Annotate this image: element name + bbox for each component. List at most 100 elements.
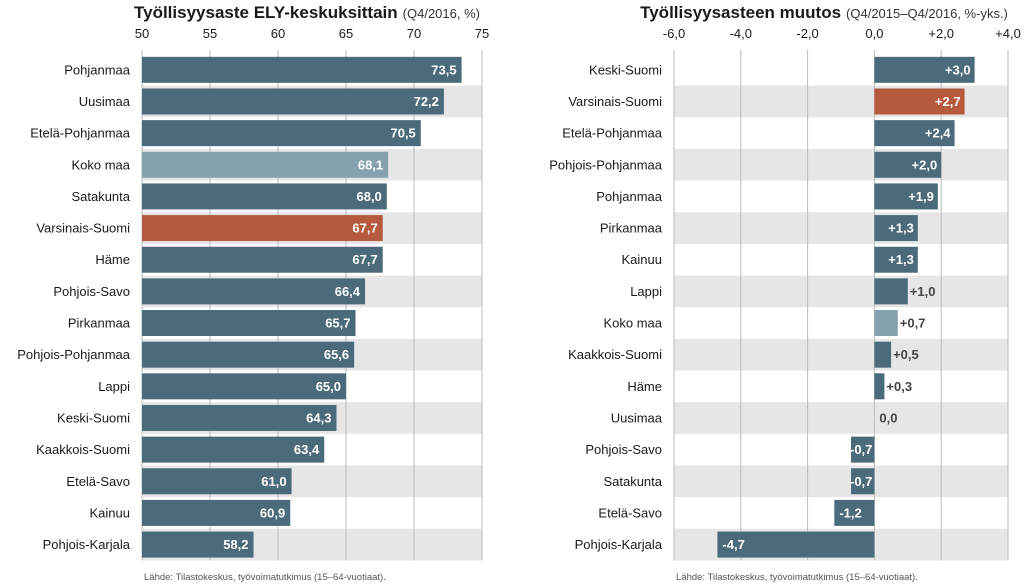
bar xyxy=(851,436,875,463)
category-label: Uusimaa xyxy=(79,94,131,109)
value-label: +0,7 xyxy=(900,316,926,331)
bar xyxy=(717,531,875,558)
value-label: 61,0 xyxy=(261,474,286,489)
category-label: Kainuu xyxy=(622,252,662,267)
bar xyxy=(142,88,444,115)
x-tick-label: +4,0 xyxy=(995,26,1021,41)
value-label: +1,3 xyxy=(888,252,914,267)
category-label: Häme xyxy=(95,252,130,267)
x-tick-label: 55 xyxy=(203,26,217,41)
row-stripe xyxy=(674,212,1008,244)
value-label: 66,4 xyxy=(335,284,361,299)
value-label: 68,0 xyxy=(356,189,381,204)
bar xyxy=(142,404,337,431)
x-tick-label: 60 xyxy=(271,26,285,41)
category-label: Koko maa xyxy=(71,157,130,172)
x-tick-label: +2,0 xyxy=(928,26,954,41)
bar xyxy=(874,373,885,400)
value-label: +0,5 xyxy=(893,347,919,362)
category-label: Kaakkois-Suomi xyxy=(568,347,662,362)
category-label: Pohjanmaa xyxy=(64,62,131,77)
source-note: Lähde: Tilastokeskus, työvoimatutkimus (… xyxy=(144,572,386,583)
value-label: +1,3 xyxy=(888,221,914,236)
category-label: Etelä-Pohjanmaa xyxy=(562,126,662,141)
category-label: Koko maa xyxy=(603,316,662,331)
value-label: 70,5 xyxy=(390,126,415,141)
category-label: Keski-Suomi xyxy=(57,410,130,425)
chart-title-main: Työllisyysasteen muutos xyxy=(640,3,841,22)
value-label: +0,3 xyxy=(886,379,912,394)
value-label: -4,7 xyxy=(722,537,744,552)
value-label: 64,3 xyxy=(306,410,331,425)
bar xyxy=(142,278,366,305)
category-label: Satakunta xyxy=(603,474,662,489)
category-label: Satakunta xyxy=(71,189,130,204)
category-label: Lappi xyxy=(630,284,662,299)
bar xyxy=(142,120,421,147)
bar xyxy=(142,56,462,83)
x-tick-label: 0,0 xyxy=(865,26,883,41)
bar xyxy=(874,215,918,242)
bar xyxy=(142,531,254,558)
bar xyxy=(874,341,892,368)
chart-subtitle: (Q4/2016, %) xyxy=(403,6,480,21)
category-label: Pohjois-Savo xyxy=(53,284,130,299)
chart-title: Työllisyysaste ELY-keskuksittain (Q4/2016… xyxy=(134,3,480,22)
value-label: +3,0 xyxy=(945,62,971,77)
bar xyxy=(142,341,355,368)
bar xyxy=(142,499,291,526)
value-label: -1,2 xyxy=(839,505,861,520)
category-label: Keski-Suomi xyxy=(589,62,662,77)
bar xyxy=(874,56,975,83)
value-label: 65,0 xyxy=(316,379,341,394)
x-tick-label: -6,0 xyxy=(663,26,685,41)
value-label: 72,2 xyxy=(414,94,439,109)
chart-subtitle: (Q4/2015–Q4/2016, %-yks.) xyxy=(846,6,1008,21)
value-label: -0,7 xyxy=(850,474,872,489)
bar xyxy=(142,373,346,400)
value-label: 65,6 xyxy=(324,347,349,362)
value-label: +2,7 xyxy=(935,94,961,109)
bar xyxy=(874,120,955,147)
category-label: Pirkanmaa xyxy=(68,316,131,331)
bar xyxy=(834,499,875,526)
chart-title: Työllisyysasteen muutos (Q4/2015–Q4/2016,… xyxy=(640,3,1008,22)
category-label: Etelä-Savo xyxy=(66,474,130,489)
row-stripe xyxy=(674,465,1008,498)
value-label: +1,0 xyxy=(910,284,936,299)
category-label: Pohjanmaa xyxy=(596,189,663,204)
bar xyxy=(142,246,383,273)
x-tick-label: 75 xyxy=(475,26,489,41)
category-label: Lappi xyxy=(98,379,130,394)
row-stripe xyxy=(674,402,1008,434)
x-tick-label: 50 xyxy=(135,26,149,41)
category-label: Pohjois-Savo xyxy=(585,442,662,457)
value-label: 60,9 xyxy=(260,505,285,520)
bar xyxy=(851,468,875,495)
bar xyxy=(874,151,942,178)
category-label: Pohjois-Karjala xyxy=(575,537,663,552)
bar xyxy=(142,183,387,210)
bar xyxy=(142,436,325,463)
bar xyxy=(874,183,938,210)
category-label: Pohjois-Karjala xyxy=(43,537,131,552)
row-stripe xyxy=(674,275,1008,308)
category-label: Etelä-Savo xyxy=(598,505,662,520)
category-label: Varsinais-Suomi xyxy=(568,94,662,109)
category-label: Kainuu xyxy=(90,505,130,520)
value-label: 63,4 xyxy=(294,442,320,457)
bar xyxy=(142,151,389,178)
category-label: Häme xyxy=(627,379,662,394)
chart-title-main: Työllisyysaste ELY-keskuksittain xyxy=(134,3,398,22)
category-label: Uusimaa xyxy=(611,410,663,425)
value-label: 58,2 xyxy=(223,537,248,552)
value-label: 0,0 xyxy=(879,410,897,425)
row-stripe xyxy=(674,148,1008,181)
category-label: Pohjois-Pohjanmaa xyxy=(549,157,663,172)
x-tick-label: -4,0 xyxy=(730,26,752,41)
value-label: 65,7 xyxy=(325,316,350,331)
bar xyxy=(142,310,356,337)
employment-change-chart: Työllisyysasteen muutos (Q4/2015–Q4/2016,… xyxy=(549,3,1021,583)
category-label: Etelä-Pohjanmaa xyxy=(30,126,130,141)
